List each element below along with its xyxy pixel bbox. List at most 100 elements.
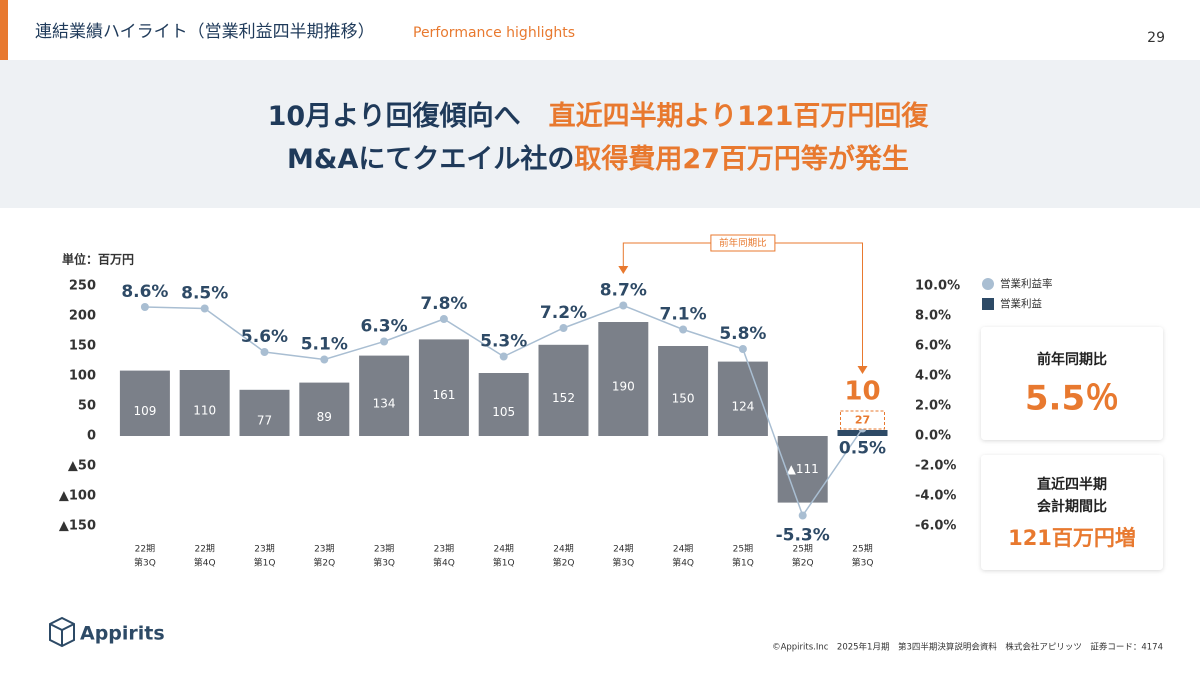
bar-value-label: 161: [432, 388, 455, 402]
x-tick-label: 25期: [852, 544, 872, 555]
bar: [179, 370, 230, 436]
legend-marker: [982, 278, 994, 290]
y-tick-label: ▲50: [68, 459, 96, 474]
x-tick-label: 25期: [792, 544, 812, 555]
y-tick-label: 200: [69, 309, 96, 324]
x-tick-label: 第4Q: [433, 557, 455, 569]
rate-point: [380, 337, 389, 346]
y-tick-label: 250: [69, 279, 96, 294]
rate-value-label: 5.6%: [241, 327, 288, 347]
bar-value-label: 77: [257, 413, 272, 427]
rate-point: [200, 304, 209, 313]
headline-line: M&Aにてクエイル社の取得費用27百万円等が発生: [287, 143, 909, 175]
rate-point: [679, 325, 688, 334]
rate-value-label: 8.5%: [181, 284, 228, 304]
legend-label: 営業利益: [1000, 297, 1042, 310]
bar-value-label: 10: [844, 377, 880, 407]
x-tick-label: 24期: [493, 544, 513, 555]
x-tick-label: 22期: [194, 544, 214, 555]
header-subtitle: Performance highlights: [413, 25, 575, 41]
x-tick-label: 第2Q: [553, 557, 575, 569]
rate-point: [439, 315, 448, 323]
bar: [359, 355, 410, 436]
rate-value-label: 7.8%: [420, 294, 467, 314]
x-tick-label: 24期: [553, 544, 573, 555]
rate-point: [619, 301, 628, 310]
x-tick-label: 第3Q: [612, 557, 634, 569]
kpi-value: 5.5％: [1025, 379, 1119, 419]
bar: [717, 361, 768, 436]
rate-point: [738, 345, 747, 353]
bar-value-label: 190: [612, 380, 635, 394]
rate-value-label: 0.5%: [839, 439, 886, 459]
headline-part: 10月より回復傾向へ: [268, 100, 521, 132]
bar: [478, 373, 529, 436]
bar: [239, 389, 290, 436]
bar-value-label: 152: [552, 391, 575, 405]
logo-text: Appirits: [80, 623, 165, 645]
header-accent: [0, 0, 8, 60]
x-tick-label: 第3Q: [852, 557, 874, 569]
x-tick-label: 22期: [135, 544, 155, 555]
y2-tick-label: -2.0%: [915, 459, 956, 474]
x-tick-label: 第4Q: [194, 557, 216, 569]
headline: 10月より回復傾向へ 直近四半期より121百万円回復 M&Aにてクエイル社の取得費用…: [268, 100, 930, 175]
x-tick-label: 23期: [374, 544, 394, 555]
y-tick-label: 50: [78, 399, 96, 414]
y2-tick-label: 0.0%: [915, 429, 951, 444]
rate-value-label: 6.3%: [361, 317, 408, 337]
logo-icon: [49, 616, 75, 648]
bar-value-label: 134: [373, 396, 396, 410]
rate-value-label: 8.7%: [600, 281, 647, 301]
annotation-box: [710, 234, 776, 252]
kpi-value: 121百万円増: [1008, 526, 1136, 550]
x-tick-label: 第3Q: [134, 557, 156, 569]
chart: 250 200 150 100 50 0 ▲50 ▲100 ▲150 10.0% 8.0% 6.0% 4…: [59, 234, 960, 569]
x-tick-label: 23期: [314, 544, 334, 555]
headline-part: 取得費用27百万円等が発生: [574, 143, 909, 175]
x-tick-label: 第4Q: [672, 557, 694, 569]
bar: [299, 382, 350, 436]
x-tick-label: 第1Q: [493, 557, 515, 569]
bar-value-label: 109: [133, 404, 156, 418]
x-tick-label: 第2Q: [792, 557, 814, 569]
unit-label: 単位：百万円: [62, 252, 134, 267]
rate-point: [140, 303, 149, 311]
y-tick-label: ▲100: [59, 489, 96, 504]
kpi-box: [981, 327, 1163, 440]
annotation-label: 前年同期比: [719, 237, 767, 249]
legend-label: 営業利益率: [1000, 277, 1053, 290]
rate-value-label: 5.1%: [301, 335, 348, 355]
x-tick-label: 第2Q: [313, 557, 335, 569]
kpi-label: 直近四半期: [1037, 476, 1107, 493]
bar-value-label: 124: [731, 399, 754, 413]
headline-line: 10月より回復傾向へ 直近四半期より121百万円回復: [268, 100, 930, 132]
bar-value-label: 150: [672, 392, 695, 406]
x-tick-label: 23期: [254, 544, 274, 555]
y-tick-label: 150: [69, 339, 96, 354]
headline-part: M&Aにてクエイル社の: [287, 143, 574, 175]
bar: [538, 344, 589, 436]
page-number: 29: [1147, 30, 1165, 46]
bar-value-label: 110: [193, 404, 216, 418]
bar: [598, 322, 649, 436]
y2-tick-label: -6.0%: [915, 519, 956, 534]
header-title: 連結業績ハイライト（営業利益四半期推移）: [35, 22, 375, 42]
y-tick-label: 0: [87, 429, 96, 444]
headline-part: 直近四半期より121百万円回復: [549, 100, 930, 132]
y2-tick-label: 8.0%: [915, 309, 951, 324]
x-tick-label: 23期: [434, 544, 454, 555]
rate-value-label: 7.1%: [660, 305, 707, 325]
bar-value-label: 89: [317, 410, 332, 424]
y2-tick-label: -4.0%: [915, 489, 956, 504]
legend-marker: [982, 298, 994, 310]
rate-value-label: 7.2%: [540, 303, 587, 323]
rate-point: [320, 355, 329, 364]
x-tick-label: 第1Q: [254, 557, 276, 569]
footer-note: ©Appirits.Inc 2025年1月期 第3四半期決算説明会資料 株式会社…: [772, 642, 1163, 653]
x-tick-label: 第3Q: [373, 557, 395, 569]
y2-tick-label: 10.0%: [915, 279, 960, 294]
kpi-label: 会計期間比: [1037, 498, 1107, 515]
